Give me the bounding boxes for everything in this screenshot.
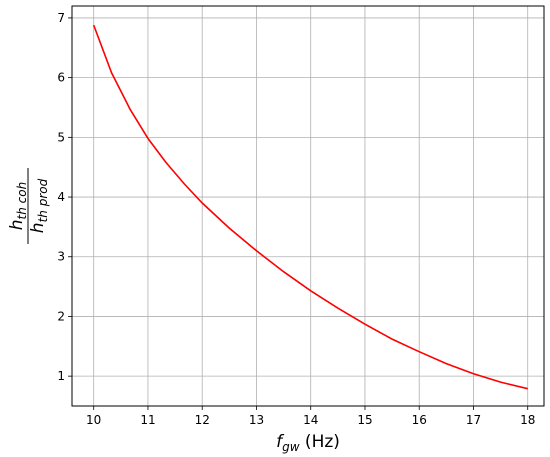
- y-tick-label: 7: [57, 11, 65, 25]
- y-label-numerator: hth coh: [7, 182, 29, 230]
- x-axis-label-text: fgw (Hz): [276, 432, 340, 454]
- y-tick-label: 5: [57, 130, 65, 144]
- x-tick-label: 15: [357, 413, 372, 427]
- y-axis-ticks: 1 2 3 4 5 6 7: [57, 11, 72, 383]
- x-tick-label: 12: [195, 413, 210, 427]
- plot-frame: [71, 5, 545, 407]
- x-tick-label: 10: [86, 413, 101, 427]
- series-line: [92, 24, 528, 390]
- grid-lines: [72, 6, 544, 406]
- y-tick-label: 4: [57, 190, 65, 204]
- x-tick-label: 17: [466, 413, 481, 427]
- x-axis-label: fgw (Hz): [276, 432, 340, 454]
- x-tick-label: 13: [249, 413, 264, 427]
- x-tick-label: 11: [140, 413, 155, 427]
- x-tick-label: 14: [303, 413, 318, 427]
- series-layer: [92, 24, 528, 390]
- x-tick-label: 16: [412, 413, 427, 427]
- y-tick-label: 1: [57, 369, 65, 383]
- y-tick-label: 3: [57, 250, 65, 264]
- y-tick-label: 2: [57, 309, 65, 323]
- x-axis-ticks: 10 11 12 13 14 15 16 17 18: [86, 406, 535, 427]
- x-tick-label: 18: [520, 413, 535, 427]
- y-tick-label: 6: [57, 71, 65, 85]
- y-label-denominator: hth prod: [28, 178, 50, 233]
